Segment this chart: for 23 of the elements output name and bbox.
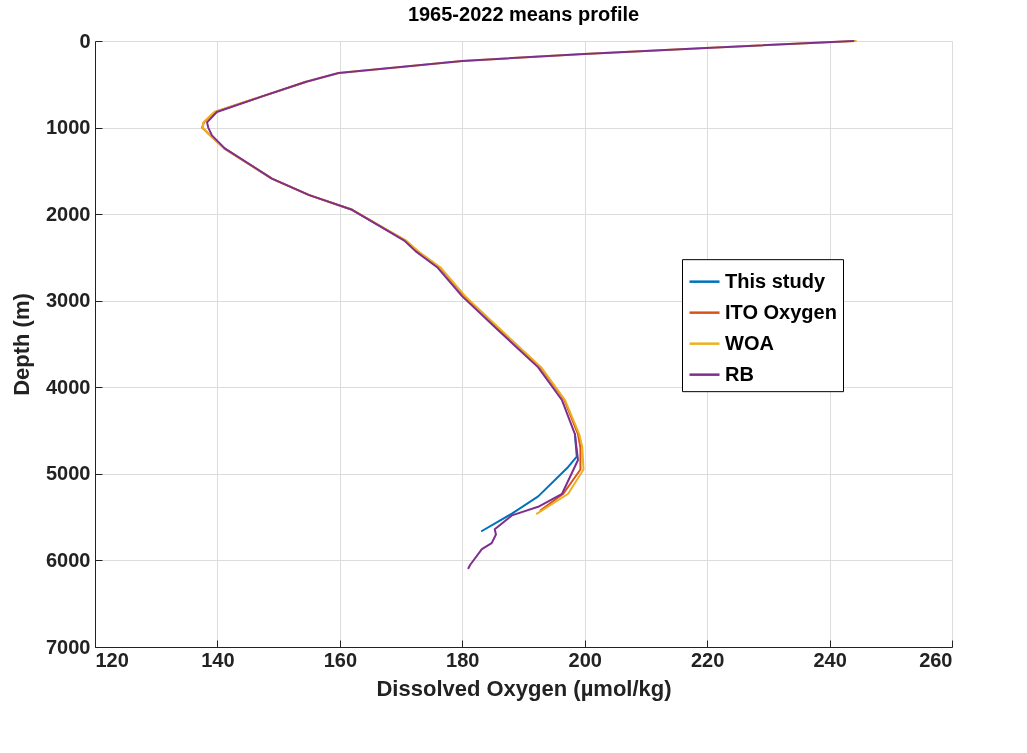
y-tick-label: 1000 <box>46 116 91 139</box>
x-tick-label: 260 <box>919 648 953 671</box>
legend-label: RB <box>725 362 754 385</box>
x-tick-label: 120 <box>95 648 129 671</box>
y-tick-label: 3000 <box>46 289 91 312</box>
chart-title: 1965-2022 means profile <box>407 3 640 25</box>
y-axis-title: Depth (m) <box>9 293 35 396</box>
x-tick-label: 200 <box>568 648 602 671</box>
x-tick-label: 220 <box>690 648 725 671</box>
y-tick-label: 4000 <box>46 375 91 398</box>
legend-label: ITO Oxygen <box>725 300 837 323</box>
y-tick-label: 7000 <box>46 635 91 658</box>
y-tick-label: 2000 <box>46 202 91 225</box>
legend-label: WOA <box>725 331 774 354</box>
x-tick-label: 160 <box>323 648 358 671</box>
y-tick-label: 6000 <box>46 548 91 571</box>
legend-label: This study <box>725 269 826 292</box>
x-tick-label: 140 <box>201 648 235 671</box>
y-tick-label: 5000 <box>46 462 91 485</box>
x-tick-label: 180 <box>446 648 480 671</box>
x-axis-title: Dissolved Oxygen (µmol/kg) <box>376 675 672 701</box>
y-tick-label: 0 <box>79 29 91 52</box>
x-tick-label: 240 <box>813 648 847 671</box>
